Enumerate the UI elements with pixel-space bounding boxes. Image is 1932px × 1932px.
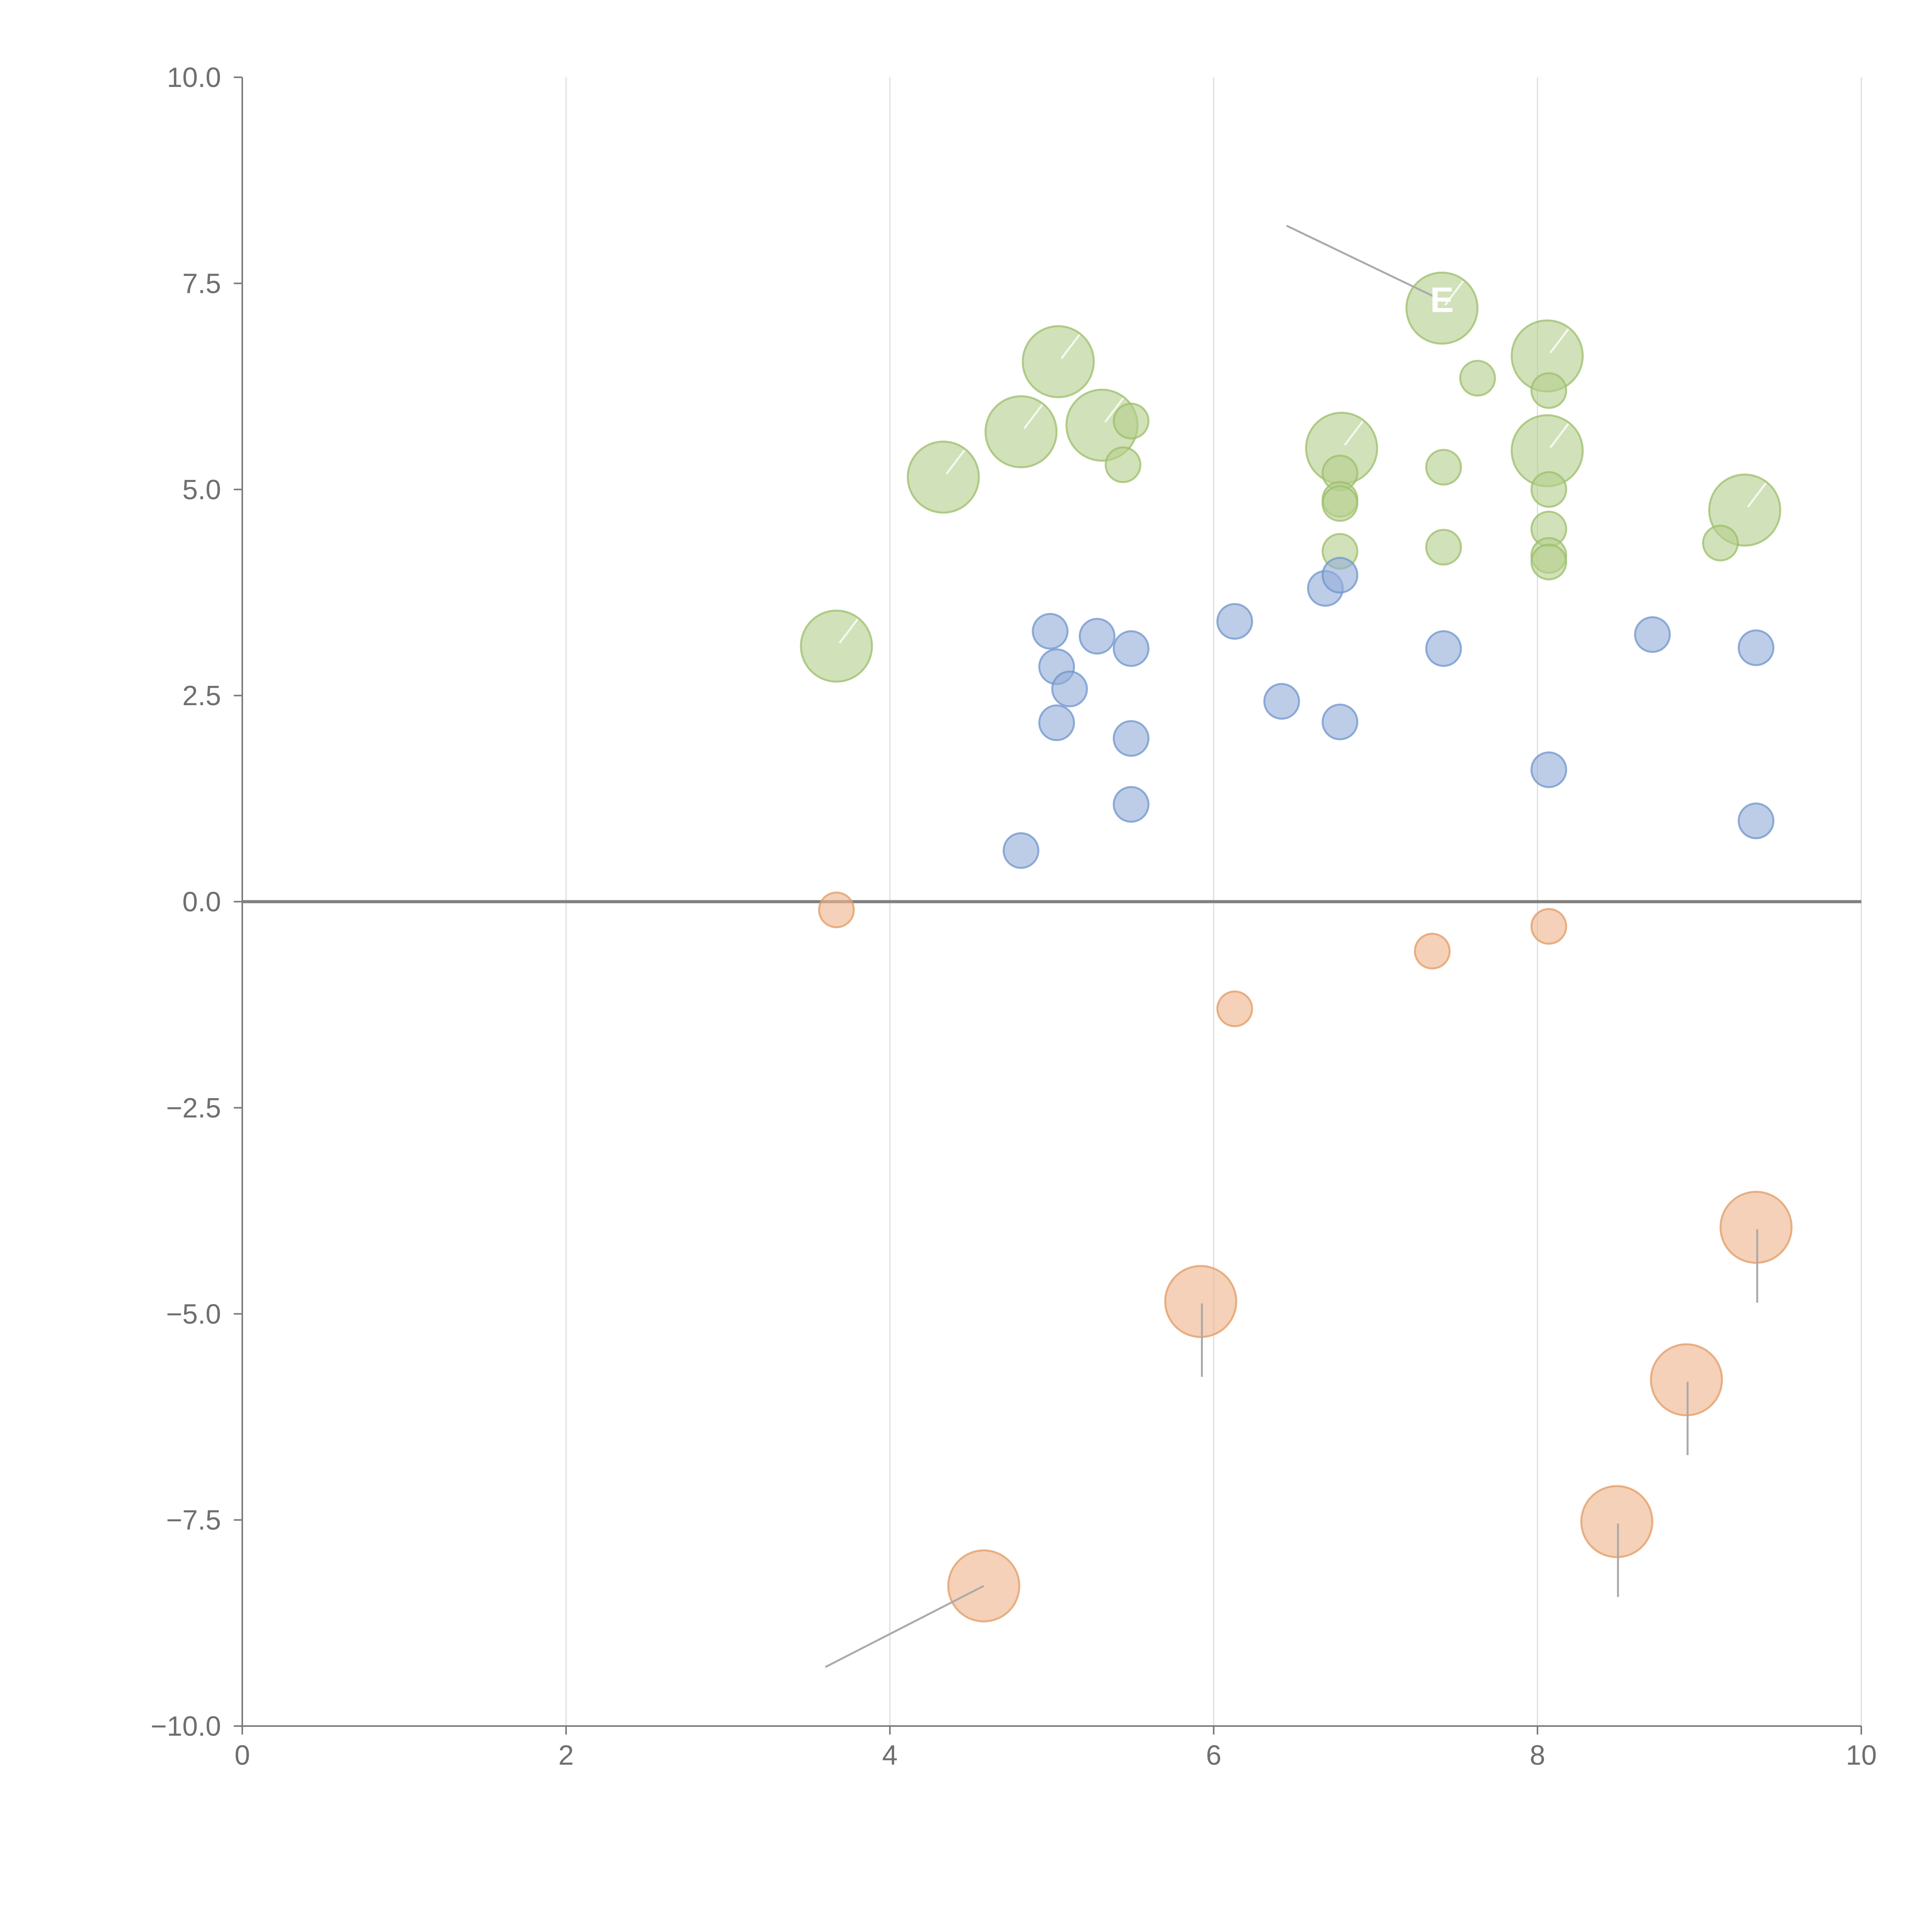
leader-line: [1549, 423, 1570, 448]
y-tick-label: 2.5: [182, 680, 221, 711]
blue-point: [1634, 616, 1671, 653]
y-tick-label: 10.0: [167, 62, 221, 93]
blue-point: [1321, 703, 1359, 740]
orange-point: [1216, 990, 1253, 1027]
blue-point: [1321, 557, 1359, 594]
green-point: [984, 395, 1058, 468]
leader-line: [1023, 404, 1043, 429]
leader-line: [838, 618, 859, 644]
green-point: [1321, 485, 1359, 522]
leader-line: [1444, 280, 1464, 306]
x-tick-label: 10: [1846, 1740, 1877, 1771]
green-point: [1425, 529, 1462, 566]
green-point: [1104, 446, 1141, 483]
y-tick-label: −10.0: [151, 1711, 221, 1742]
x-tick-label: 4: [882, 1740, 898, 1771]
green-point: [906, 440, 980, 514]
leader-line: [1060, 334, 1080, 359]
x-tick-label: 2: [558, 1740, 574, 1771]
y-tick-label: −5.0: [166, 1299, 221, 1330]
blue-point: [1530, 751, 1567, 788]
annotation-leaders: [825, 224, 1767, 1668]
blue-point: [1738, 802, 1775, 839]
y-tick-label: −7.5: [166, 1505, 221, 1536]
x-tick-label: 8: [1530, 1740, 1545, 1771]
orange-point: [1530, 908, 1567, 945]
x-tick-label: 6: [1206, 1740, 1221, 1771]
orange-point: [818, 891, 855, 929]
annotation-label: D: [832, 680, 857, 719]
blue-point: [1112, 786, 1150, 823]
data-points: [800, 271, 1793, 1622]
x-tick-label: 0: [235, 1740, 250, 1771]
blue-point: [1738, 629, 1775, 666]
green-point: [1022, 325, 1095, 398]
y-tick-label: 7.5: [182, 268, 221, 299]
green-point: [1112, 403, 1150, 440]
blue-point: [1263, 683, 1300, 720]
blue-point: [1051, 670, 1088, 707]
annotation-label: E: [1430, 280, 1454, 320]
leader-line: [825, 1585, 985, 1668]
blue-point: [1216, 603, 1253, 640]
green-point: [1702, 524, 1739, 561]
blue-point: [1038, 704, 1075, 742]
orange-point: [1580, 1485, 1653, 1558]
green-point: [1405, 271, 1479, 345]
orange-point: [1164, 1265, 1237, 1338]
leader-line: [1344, 420, 1364, 446]
orange-point: [1414, 933, 1451, 970]
green-point: [1459, 360, 1496, 397]
orange-point: [1719, 1190, 1793, 1264]
green-point: [1530, 372, 1567, 409]
blue-point: [1002, 832, 1039, 869]
green-point: [1530, 471, 1567, 508]
blue-point: [1078, 618, 1116, 655]
leader-line: [1104, 397, 1124, 423]
blue-point: [1425, 630, 1462, 667]
leader-line: [946, 449, 966, 475]
leader-line: [1549, 328, 1570, 354]
axes: 0 2 4 6 8 10 10.0 7.5 5.0 2.5 0.0 −2.5 −5.0 −7.5 −10.0: [151, 62, 1877, 1771]
y-tick-label: 5.0: [182, 474, 221, 505]
y-tick-label: 0.0: [182, 887, 221, 918]
orange-point: [1650, 1343, 1723, 1417]
blue-point: [1112, 720, 1150, 757]
annotation-labels: ED: [832, 280, 1454, 719]
y-tick-label: −2.5: [166, 1093, 221, 1124]
blue-point: [1032, 613, 1069, 650]
blue-point: [1112, 630, 1150, 667]
leader-line: [1747, 482, 1767, 508]
green-point: [800, 609, 873, 683]
green-point: [1530, 543, 1567, 580]
green-point: [1425, 449, 1462, 486]
annotation-leader: [1286, 224, 1442, 301]
